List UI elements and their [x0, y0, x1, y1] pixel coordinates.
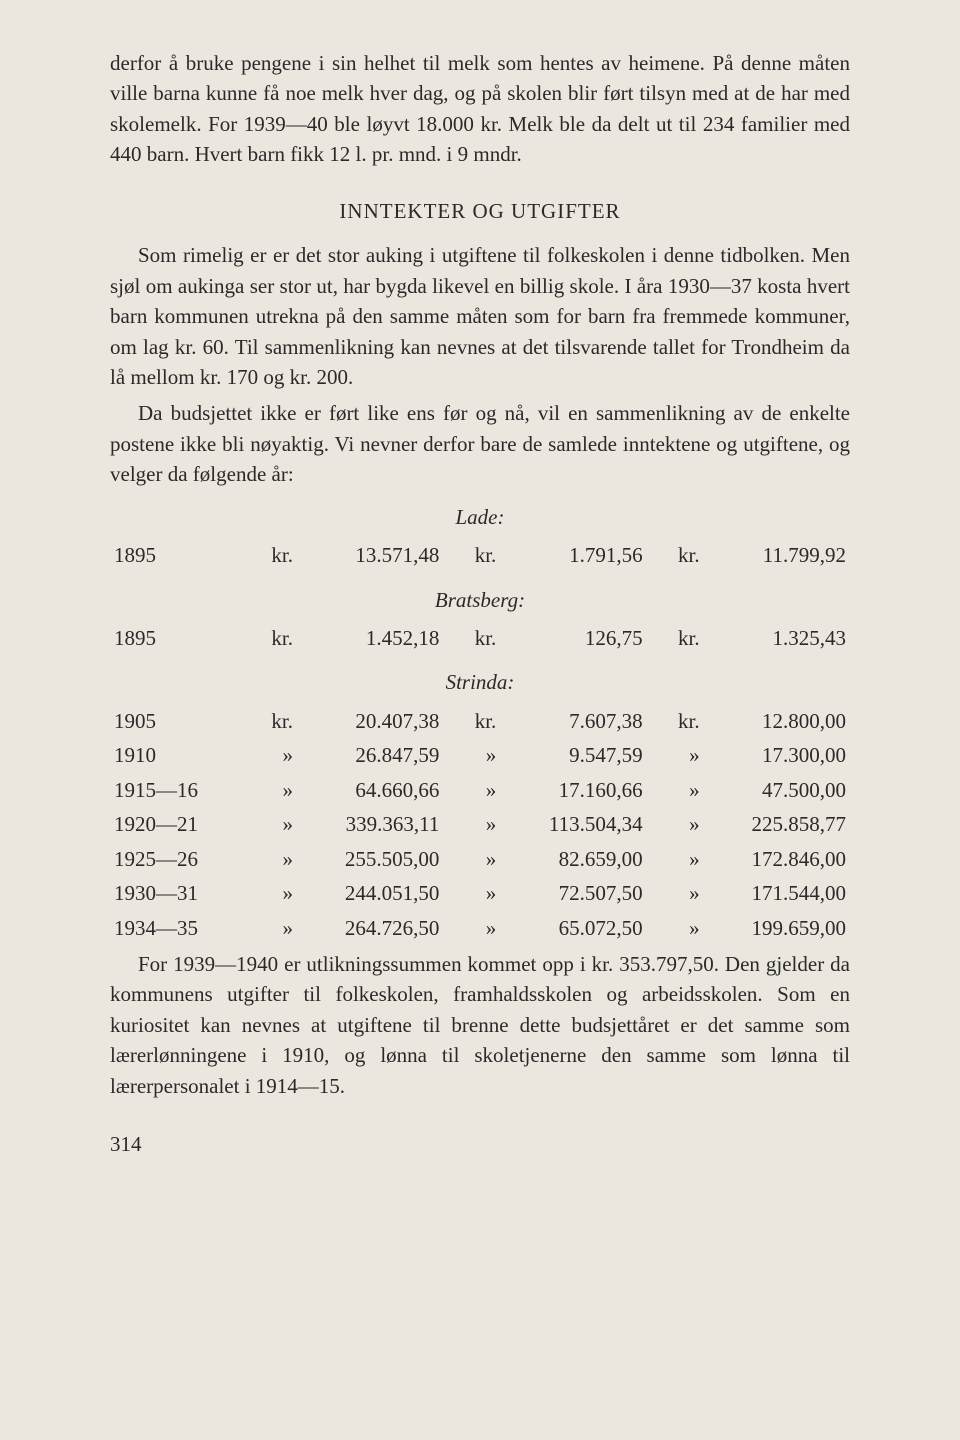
table-row: 1895kr.13.571,48kr.1.791,56kr.11.799,92: [110, 538, 850, 572]
table-cell: 11.799,92: [704, 538, 850, 572]
table-cell: 1895: [110, 621, 256, 655]
table-row: 1930—31»244.051,50»72.507,50»171.544,00: [110, 876, 850, 910]
table-cell: »: [647, 807, 704, 841]
document-page: derfor å bruke pengene i sin helhet til …: [0, 0, 960, 1200]
table-cell: 1934—35: [110, 911, 256, 945]
table-cell: 26.847,59: [297, 738, 443, 772]
table-cell: »: [443, 911, 500, 945]
table-cell: »: [647, 773, 704, 807]
table-row: 1895kr.1.452,18kr.126,75kr.1.325,43: [110, 621, 850, 655]
table-cell: kr.: [443, 538, 500, 572]
table-row: 1910»26.847,59»9.547,59»17.300,00: [110, 738, 850, 772]
table-strinda: 1905kr.20.407,38kr.7.607,38kr.12.800,001…: [110, 704, 850, 945]
page-number: 314: [110, 1129, 850, 1159]
table-cell: »: [256, 773, 297, 807]
table-cell: kr.: [443, 704, 500, 738]
table-cell: »: [256, 876, 297, 910]
table-cell: »: [256, 842, 297, 876]
table-cell: 339.363,11: [297, 807, 443, 841]
table-cell: 12.800,00: [704, 704, 850, 738]
table-cell: 199.659,00: [704, 911, 850, 945]
table-cell: 1910: [110, 738, 256, 772]
table-cell: kr.: [647, 538, 704, 572]
table-cell: »: [256, 738, 297, 772]
table-cell: 264.726,50: [297, 911, 443, 945]
table-cell: »: [443, 876, 500, 910]
table-cell: »: [647, 842, 704, 876]
table-row: 1915—16»64.660,66»17.160,66»47.500,00: [110, 773, 850, 807]
table-cell: »: [256, 911, 297, 945]
table-bratsberg: 1895kr.1.452,18kr.126,75kr.1.325,43: [110, 621, 850, 655]
table-cell: 17.300,00: [704, 738, 850, 772]
table-cell: kr.: [647, 704, 704, 738]
table-cell: »: [443, 773, 500, 807]
table-cell: »: [647, 911, 704, 945]
table-cell: 1925—26: [110, 842, 256, 876]
paragraph-3: Da budsjettet ikke er ført like ens før …: [110, 398, 850, 489]
table-cell: 1930—31: [110, 876, 256, 910]
table-cell: 47.500,00: [704, 773, 850, 807]
table-cell: 9.547,59: [500, 738, 646, 772]
table-cell: »: [647, 876, 704, 910]
table-cell: 1.325,43: [704, 621, 850, 655]
table-cell: 126,75: [500, 621, 646, 655]
table-cell: kr.: [443, 621, 500, 655]
table-cell: 82.659,00: [500, 842, 646, 876]
table-cell: »: [256, 807, 297, 841]
table-title-strinda: Strinda:: [110, 667, 850, 697]
table-cell: 7.607,38: [500, 704, 646, 738]
table-cell: 17.160,66: [500, 773, 646, 807]
table-cell: kr.: [256, 621, 297, 655]
table-cell: kr.: [647, 621, 704, 655]
table-row: 1905kr.20.407,38kr.7.607,38kr.12.800,00: [110, 704, 850, 738]
table-cell: »: [443, 842, 500, 876]
table-cell: 1915—16: [110, 773, 256, 807]
table-row: 1925—26»255.505,00»82.659,00»172.846,00: [110, 842, 850, 876]
table-row: 1920—21»339.363,11»113.504,34»225.858,77: [110, 807, 850, 841]
paragraph-1: derfor å bruke pengene i sin helhet til …: [110, 48, 850, 170]
paragraph-4: For 1939—1940 er utlikningssummen kommet…: [110, 949, 850, 1101]
section-heading: INNTEKTER OG UTGIFTER: [110, 196, 850, 226]
table-cell: 20.407,38: [297, 704, 443, 738]
table-cell: 225.858,77: [704, 807, 850, 841]
table-cell: 72.507,50: [500, 876, 646, 910]
table-cell: 1920—21: [110, 807, 256, 841]
table-title-bratsberg: Bratsberg:: [110, 585, 850, 615]
table-cell: 64.660,66: [297, 773, 443, 807]
paragraph-2: Som rimelig er er det stor auking i utgi…: [110, 240, 850, 392]
table-cell: 1895: [110, 538, 256, 572]
table-cell: »: [443, 738, 500, 772]
table-cell: 171.544,00: [704, 876, 850, 910]
table-cell: kr.: [256, 704, 297, 738]
table-cell: 113.504,34: [500, 807, 646, 841]
table-cell: »: [443, 807, 500, 841]
table-title-lade: Lade:: [110, 502, 850, 532]
table-cell: 1.452,18: [297, 621, 443, 655]
table-cell: 65.072,50: [500, 911, 646, 945]
table-lade: 1895kr.13.571,48kr.1.791,56kr.11.799,92: [110, 538, 850, 572]
table-cell: 1.791,56: [500, 538, 646, 572]
table-cell: 244.051,50: [297, 876, 443, 910]
table-cell: 1905: [110, 704, 256, 738]
table-cell: kr.: [256, 538, 297, 572]
table-cell: 255.505,00: [297, 842, 443, 876]
table-cell: 172.846,00: [704, 842, 850, 876]
table-row: 1934—35»264.726,50»65.072,50»199.659,00: [110, 911, 850, 945]
table-cell: »: [647, 738, 704, 772]
table-cell: 13.571,48: [297, 538, 443, 572]
